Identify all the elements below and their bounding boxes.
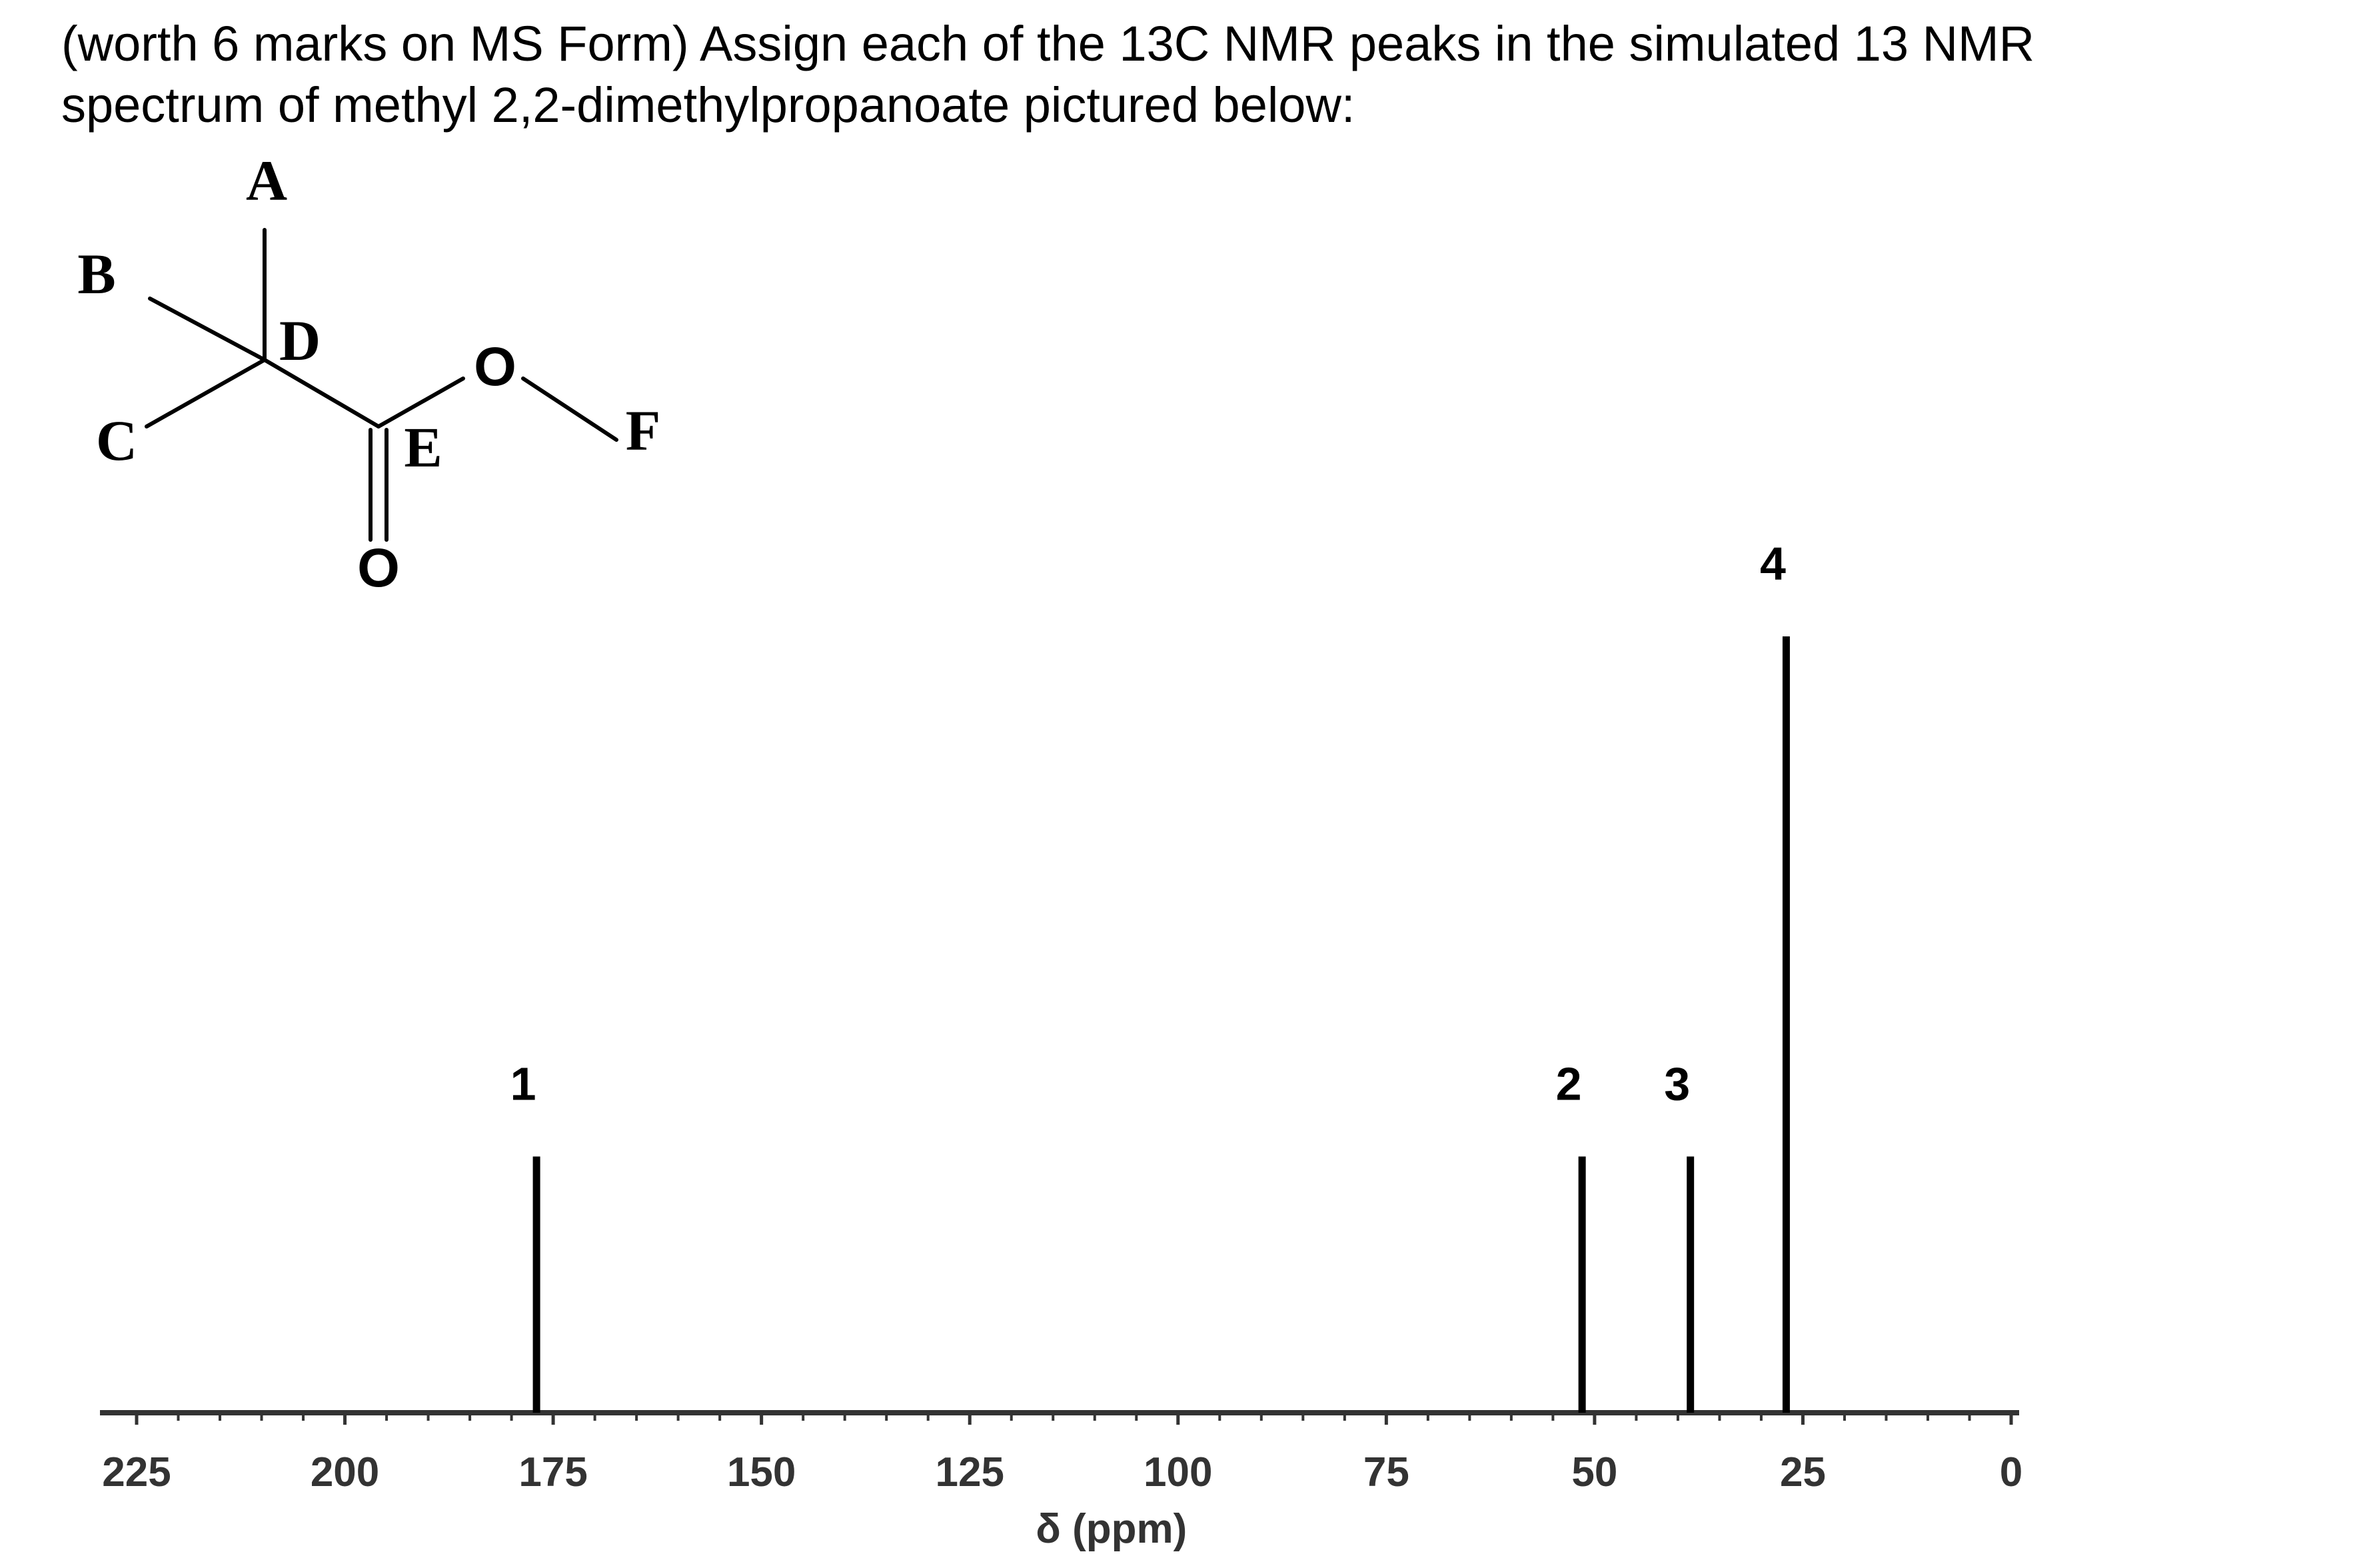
bond-o-f — [521, 377, 618, 442]
label-b: B — [77, 242, 115, 306]
peaks — [532, 636, 1790, 1413]
nmr-spectrum: 225 200 175 150 125 100 75 50 25 0 1 2 3 4 δ (ppm) — [100, 538, 2022, 1552]
bond-d-e — [263, 358, 381, 428]
peak-label-1: 1 — [510, 1058, 536, 1110]
label-e: E — [404, 415, 442, 479]
question-line-2: spectrum of methyl 2,2-dimethylpropanoat… — [61, 77, 1355, 133]
tick-label: 200 — [311, 1449, 379, 1495]
tick-label: 50 — [1571, 1449, 1617, 1495]
tick-label: 100 — [1144, 1449, 1212, 1495]
label-d: D — [279, 309, 321, 373]
question-text: (worth 6 marks on MS Form) Assign each o… — [61, 13, 2340, 136]
bond-e-o-single — [377, 377, 465, 428]
atom-carbonyl-oxygen: O — [357, 538, 400, 598]
peak-label-4: 4 — [1760, 538, 1786, 590]
x-axis-title: δ (ppm) — [1036, 1506, 1187, 1552]
bond-b-d — [148, 297, 267, 362]
peak-labels: 1 2 3 4 — [510, 538, 1786, 1110]
molecule-structure — [145, 228, 618, 542]
label-f: F — [626, 398, 661, 462]
tick-label: 125 — [935, 1449, 1004, 1495]
peak-label-3: 3 — [1664, 1058, 1690, 1110]
bond-c-d — [145, 358, 267, 428]
tick-label: 0 — [2000, 1449, 2022, 1495]
tick-label: 25 — [1780, 1449, 1826, 1495]
tick-labels: 225 200 175 150 125 100 75 50 25 0 — [102, 1449, 2022, 1495]
peak-label-2: 2 — [1556, 1058, 1582, 1110]
label-c: C — [96, 408, 137, 472]
tick-label: 150 — [727, 1449, 796, 1495]
question-line-1: (worth 6 marks on MS Form) Assign each o… — [61, 16, 2035, 71]
atom-ester-oxygen: O — [474, 337, 516, 397]
label-a: A — [246, 149, 287, 213]
tick-label: 75 — [1363, 1449, 1409, 1495]
minor-ticks — [135, 1410, 2013, 1425]
tick-label: 175 — [518, 1449, 587, 1495]
tick-label: 225 — [102, 1449, 171, 1495]
